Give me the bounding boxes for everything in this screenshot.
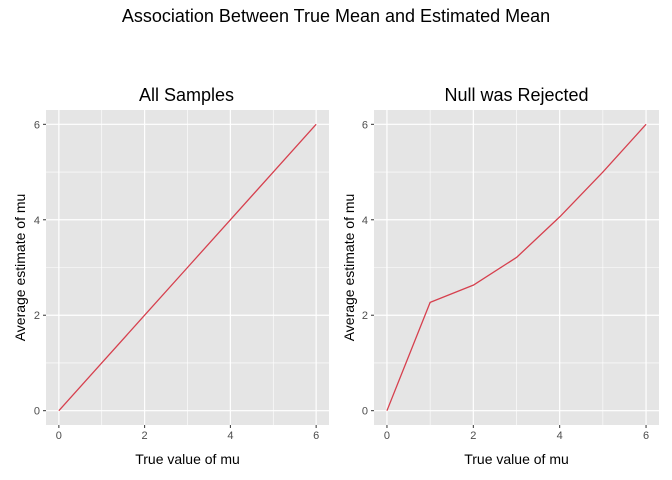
- x-ticks: 0 2 4 6: [384, 425, 649, 442]
- figure-title: Association Between True Mean and Estima…: [122, 6, 550, 26]
- panel-all-samples: All Samples 0 2 4 6 0 2 4 6 True value of mu A…: [12, 85, 329, 467]
- x-ticks: 0 2 4 6: [56, 425, 319, 442]
- x-tick-label: 4: [227, 430, 233, 442]
- y-tick-label: 0: [34, 406, 40, 418]
- y-tick-label: 4: [34, 215, 40, 227]
- grid-lines: [374, 110, 659, 425]
- x-tick-label: 4: [557, 430, 563, 442]
- panel-title: Null was Rejected: [444, 85, 588, 105]
- panel-null-rejected: Null was Rejected 0 2 4 6 0 2 4 6 True value o…: [341, 85, 659, 467]
- y-tick-label: 6: [362, 119, 368, 131]
- y-tick-label: 4: [362, 215, 368, 227]
- x-tick-label: 6: [643, 430, 649, 442]
- y-axis-label: Average estimate of mu: [12, 194, 28, 342]
- x-tick-label: 2: [470, 430, 476, 442]
- grid-lines: [46, 110, 329, 425]
- x-tick-label: 2: [142, 430, 148, 442]
- x-tick-label: 0: [384, 430, 390, 442]
- series-group: [58, 123, 317, 412]
- y-axis-label: Average estimate of mu: [341, 194, 357, 342]
- x-tick-label: 6: [313, 430, 319, 442]
- y-tick-label: 0: [362, 406, 368, 418]
- y-ticks: 0 2 4 6: [34, 119, 46, 418]
- y-tick-label: 6: [34, 119, 40, 131]
- series-group: [386, 123, 647, 411]
- series-line: [386, 123, 647, 411]
- y-tick-label: 2: [34, 310, 40, 322]
- x-axis-label: True value of mu: [135, 451, 240, 467]
- x-tick-label: 0: [56, 430, 62, 442]
- y-tick-label: 2: [362, 310, 368, 322]
- y-ticks: 0 2 4 6: [362, 119, 374, 418]
- series-line: [58, 123, 317, 412]
- x-axis-label: True value of mu: [464, 451, 569, 467]
- panel-title: All Samples: [139, 85, 234, 105]
